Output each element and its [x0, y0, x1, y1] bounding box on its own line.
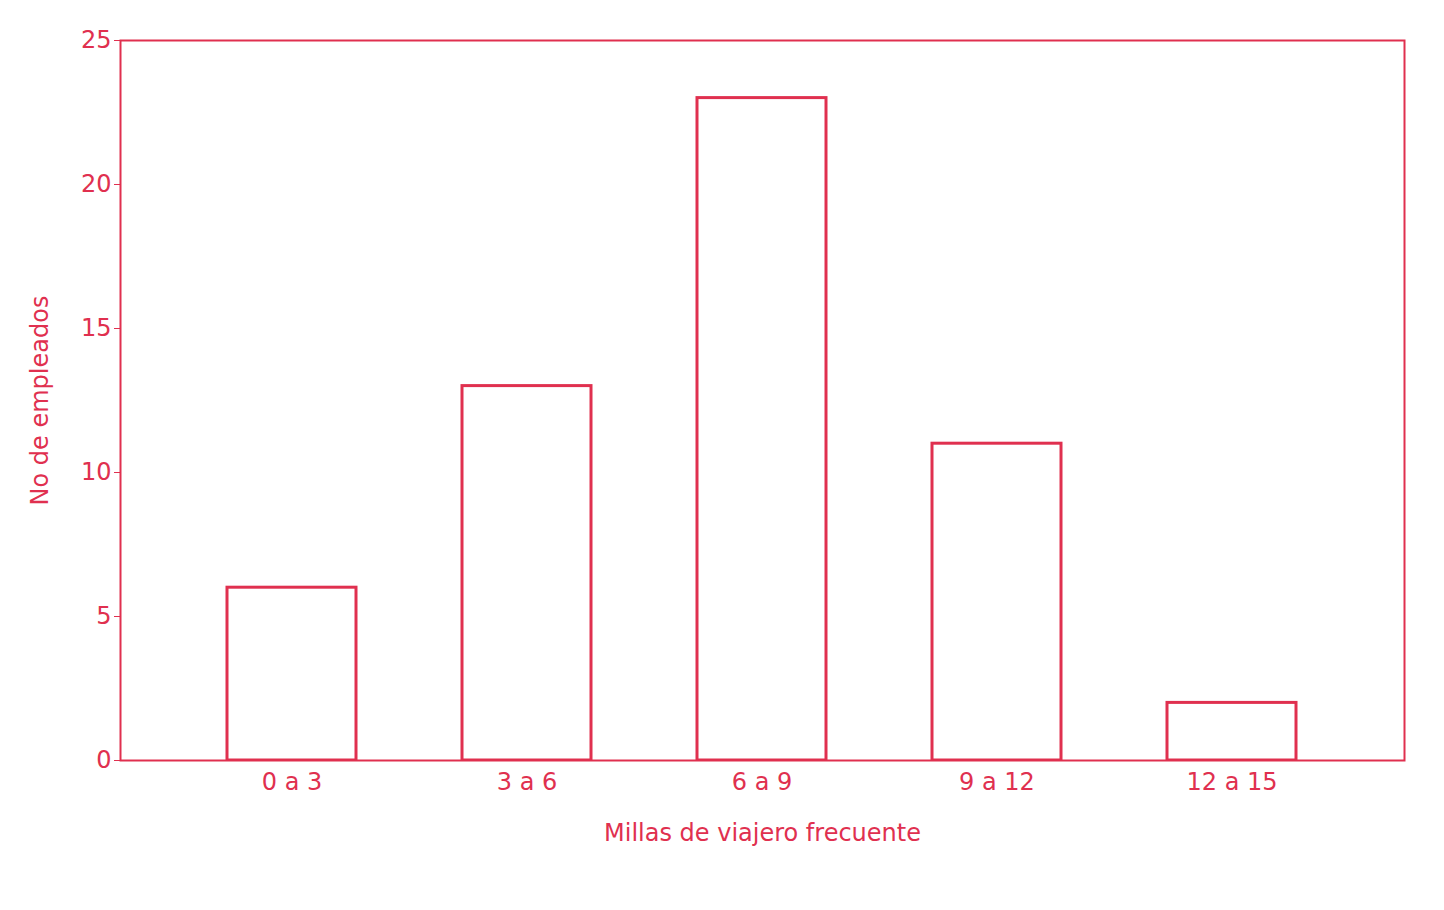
svg-text:No de empleados: No de empleados: [26, 296, 54, 506]
svg-text:10: 10: [81, 458, 112, 486]
svg-text:15: 15: [81, 314, 112, 342]
svg-text:6 a 9: 6 a 9: [732, 768, 793, 796]
svg-text:9 a 12: 9 a 12: [959, 768, 1035, 796]
svg-text:20: 20: [81, 170, 112, 198]
svg-text:Millas de viajero frecuente: Millas de viajero frecuente: [604, 819, 921, 847]
svg-text:0: 0: [96, 746, 111, 774]
svg-text:12 a 15: 12 a 15: [1186, 768, 1277, 796]
svg-text:25: 25: [81, 26, 112, 54]
svg-text:3 a 6: 3 a 6: [497, 768, 558, 796]
svg-text:5: 5: [96, 602, 111, 630]
svg-text:0 a 3: 0 a 3: [262, 768, 323, 796]
